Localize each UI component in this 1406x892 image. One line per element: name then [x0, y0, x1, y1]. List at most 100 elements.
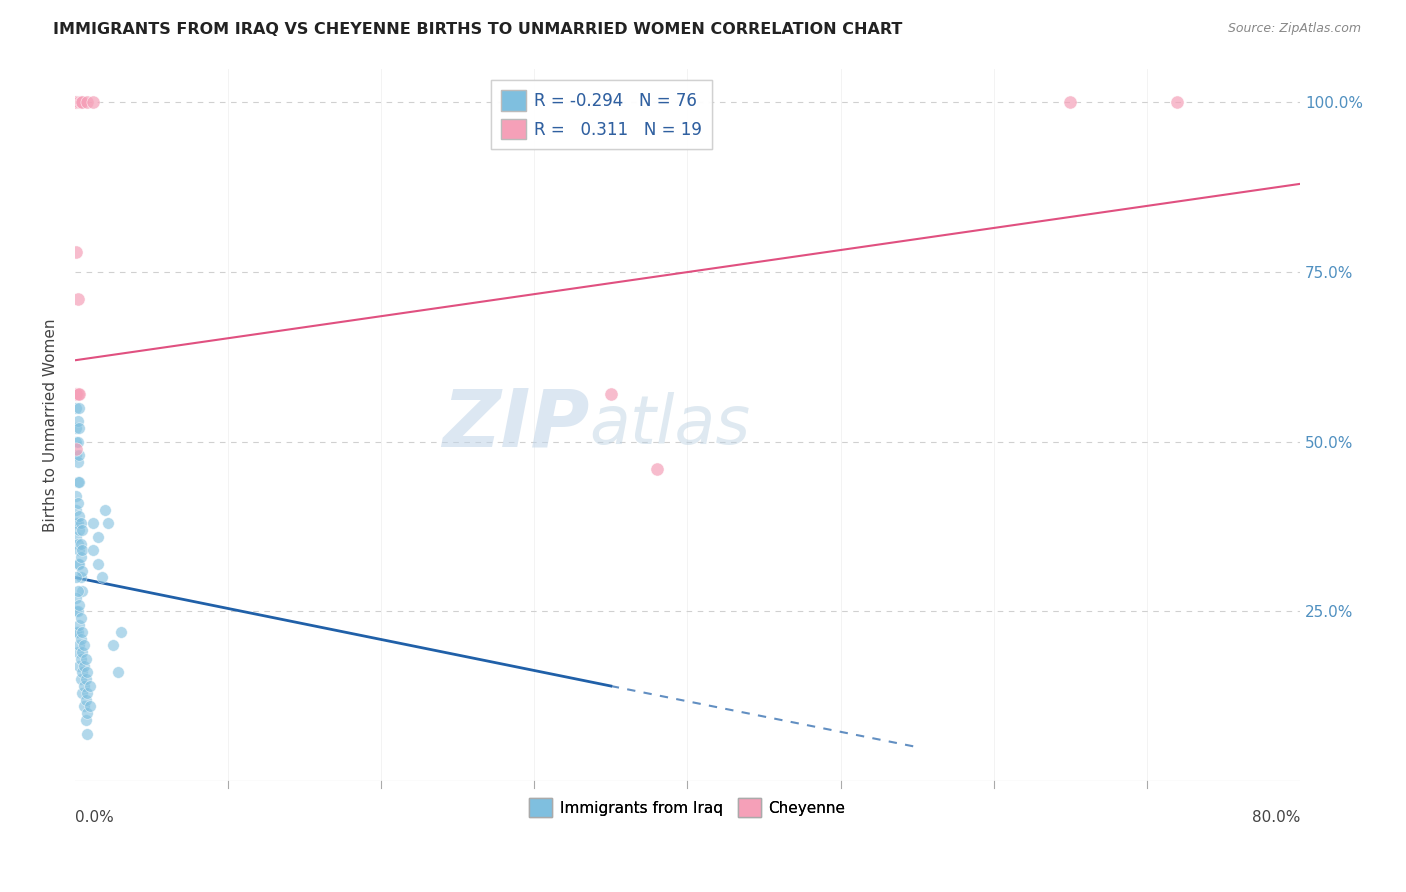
Point	[110, 624, 132, 639]
Point	[97, 516, 120, 530]
Point	[65, 95, 87, 110]
Point	[67, 475, 90, 490]
Point	[70, 536, 93, 550]
Point	[65, 421, 87, 435]
Point	[87, 530, 110, 544]
Point	[75, 713, 97, 727]
Point	[65, 387, 87, 401]
Point	[76, 665, 98, 680]
Point	[65, 401, 87, 415]
Point	[65, 570, 87, 584]
Point	[66, 434, 89, 449]
Point	[67, 543, 90, 558]
Point	[599, 387, 621, 401]
Point	[76, 726, 98, 740]
Point	[1059, 95, 1081, 110]
Point	[73, 679, 96, 693]
Point	[72, 624, 94, 639]
Point	[66, 414, 89, 428]
Legend: R = -0.294   N = 76, R =   0.311   N = 19: R = -0.294 N = 76, R = 0.311 N = 19	[491, 80, 713, 150]
Point	[70, 652, 93, 666]
Point	[66, 645, 89, 659]
Text: Source: ZipAtlas.com: Source: ZipAtlas.com	[1227, 22, 1361, 36]
Point	[75, 652, 97, 666]
Point	[65, 516, 87, 530]
Point	[66, 584, 89, 599]
Point	[82, 543, 104, 558]
Point	[67, 618, 90, 632]
Point	[73, 658, 96, 673]
Point	[70, 672, 93, 686]
Point	[65, 604, 87, 618]
Point	[66, 387, 89, 401]
Point	[65, 387, 87, 401]
Point	[65, 591, 87, 605]
Text: ZIP: ZIP	[441, 385, 589, 464]
Point	[65, 530, 87, 544]
Point	[65, 244, 87, 259]
Y-axis label: Births to Unmarried Women: Births to Unmarried Women	[44, 318, 58, 532]
Point	[67, 401, 90, 415]
Point	[70, 95, 93, 110]
Point	[65, 387, 87, 401]
Point	[645, 462, 668, 476]
Point	[67, 658, 90, 673]
Point	[79, 679, 101, 693]
Text: 80.0%: 80.0%	[1251, 810, 1301, 824]
Point	[70, 516, 93, 530]
Point	[107, 665, 129, 680]
Point	[70, 570, 93, 584]
Point	[70, 632, 93, 646]
Point	[67, 421, 90, 435]
Point	[101, 638, 124, 652]
Point	[65, 448, 87, 462]
Point	[73, 638, 96, 652]
Point	[70, 550, 93, 565]
Point	[76, 686, 98, 700]
Point	[66, 624, 89, 639]
Point	[65, 502, 87, 516]
Point	[94, 502, 117, 516]
Point	[75, 672, 97, 686]
Point	[66, 604, 89, 618]
Point	[72, 564, 94, 578]
Point	[72, 523, 94, 537]
Point	[82, 516, 104, 530]
Point	[65, 442, 87, 456]
Text: atlas: atlas	[589, 392, 751, 458]
Text: 0.0%: 0.0%	[75, 810, 114, 824]
Point	[76, 706, 98, 720]
Point	[67, 638, 90, 652]
Point	[1166, 95, 1188, 110]
Point	[67, 557, 90, 571]
Point	[66, 557, 89, 571]
Point	[66, 496, 89, 510]
Text: IMMIGRANTS FROM IRAQ VS CHEYENNE BIRTHS TO UNMARRIED WOMEN CORRELATION CHART: IMMIGRANTS FROM IRAQ VS CHEYENNE BIRTHS …	[53, 22, 903, 37]
Point	[65, 434, 87, 449]
Point	[79, 699, 101, 714]
Point	[72, 543, 94, 558]
Point	[72, 686, 94, 700]
Point	[73, 699, 96, 714]
Point	[65, 624, 87, 639]
Point	[72, 665, 94, 680]
Point	[66, 292, 89, 306]
Point	[65, 95, 87, 110]
Point	[67, 523, 90, 537]
Point	[65, 489, 87, 503]
Point	[66, 536, 89, 550]
Point	[76, 95, 98, 110]
Point	[67, 95, 90, 110]
Point	[72, 645, 94, 659]
Point	[87, 557, 110, 571]
Point	[67, 448, 90, 462]
Point	[67, 387, 90, 401]
Point	[91, 570, 114, 584]
Point	[67, 598, 90, 612]
Point	[66, 516, 89, 530]
Point	[66, 475, 89, 490]
Point	[66, 455, 89, 469]
Point	[72, 95, 94, 110]
Point	[82, 95, 104, 110]
Point	[72, 584, 94, 599]
